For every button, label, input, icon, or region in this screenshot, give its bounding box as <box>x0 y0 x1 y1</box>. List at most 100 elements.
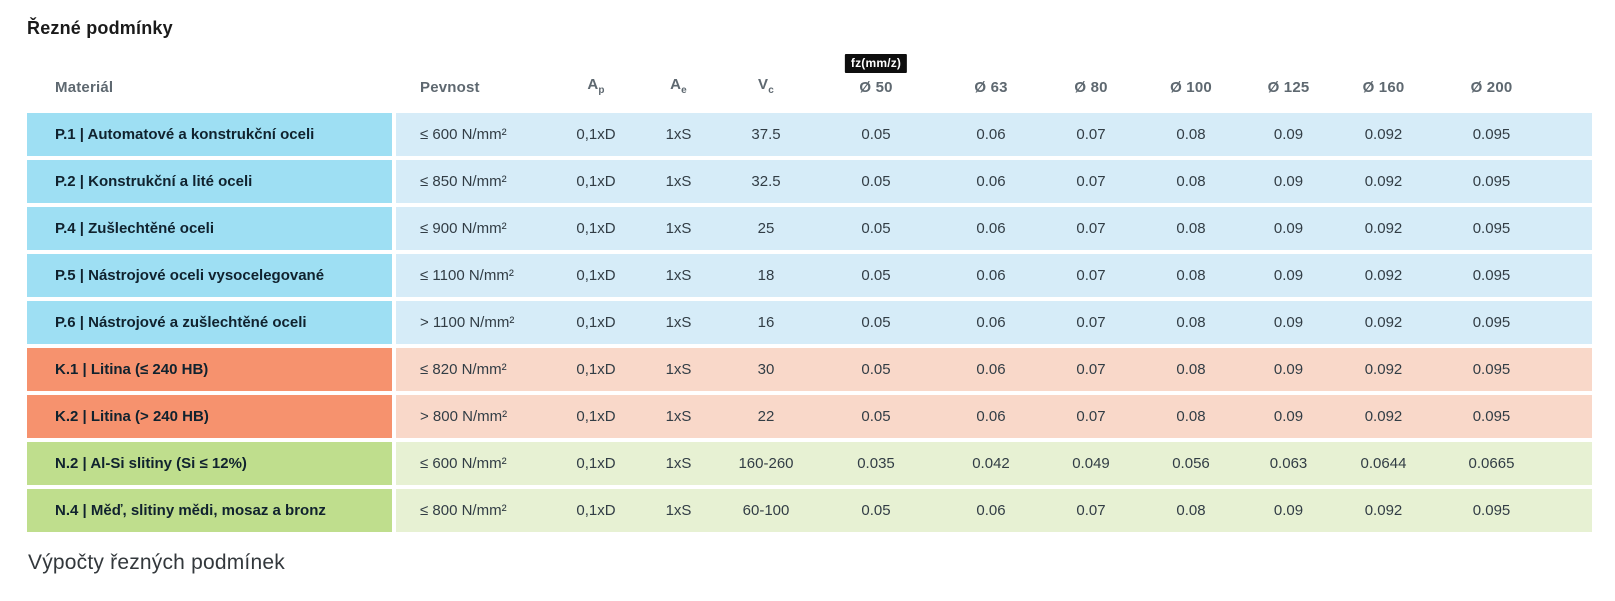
fz-d63-cell: 0.06 <box>941 113 1041 156</box>
fz-d50-cell: 0.05 <box>811 489 941 532</box>
header-subscript: c <box>768 85 774 96</box>
section-heading-calculations: Výpočty řezných podmínek <box>28 551 285 574</box>
fz-d100-cell: 0.056 <box>1141 442 1241 485</box>
ae-cell: 1xS <box>636 207 721 250</box>
ap-cell: 0,1xD <box>556 254 636 297</box>
ap-cell: 0,1xD <box>556 489 636 532</box>
fz-d160-cell: 0.092 <box>1336 160 1431 203</box>
fz-d100-cell: 0.08 <box>1141 301 1241 344</box>
fz-d125-cell: 0.09 <box>1241 489 1336 532</box>
fz-d63-cell: 0.06 <box>941 160 1041 203</box>
ae-cell: 1xS <box>636 348 721 391</box>
fz-d125-cell: 0.09 <box>1241 301 1336 344</box>
table-row: P.2 | Konstrukční a lité oceli ≤ 850 N/m… <box>27 160 1592 203</box>
pevnost-cell: > 800 N/mm² <box>396 395 556 438</box>
fz-d125-cell: 0.09 <box>1241 160 1336 203</box>
table-row: P.4 | Zušlechtěné oceli ≤ 900 N/mm² 0,1x… <box>27 207 1592 250</box>
fz-d100-cell: 0.08 <box>1141 489 1241 532</box>
ae-cell: 1xS <box>636 442 721 485</box>
fz-d63-cell: 0.06 <box>941 489 1041 532</box>
fz-d160-cell: 0.0644 <box>1336 442 1431 485</box>
material-cell: P.6 | Nástrojové a zušlechtěné oceli <box>27 301 396 344</box>
fz-d200-cell: 0.095 <box>1431 301 1592 344</box>
ap-cell: 0,1xD <box>556 160 636 203</box>
fz-d63-cell: 0.06 <box>941 254 1041 297</box>
fz-d63-cell: 0.06 <box>941 395 1041 438</box>
ap-cell: 0,1xD <box>556 113 636 156</box>
column-header-ae: Ae <box>636 43 721 109</box>
header-label: Ø 50 <box>859 79 893 96</box>
column-header-d200: Ø 200 <box>1470 79 1513 96</box>
ap-cell: 0,1xD <box>556 301 636 344</box>
pevnost-cell: ≤ 600 N/mm² <box>396 442 556 485</box>
pevnost-cell: ≤ 600 N/mm² <box>396 113 556 156</box>
header-subscript: p <box>598 85 605 96</box>
fz-d50-cell: 0.05 <box>811 254 941 297</box>
fz-d80-cell: 0.07 <box>1041 254 1141 297</box>
header-subscript: e <box>681 85 687 96</box>
material-cell: K.1 | Litina (≤ 240 HB) <box>27 348 396 391</box>
fz-d200-cell: 0.0665 <box>1431 442 1592 485</box>
pevnost-cell: ≤ 850 N/mm² <box>396 160 556 203</box>
fz-d80-cell: 0.07 <box>1041 160 1141 203</box>
fz-d50-cell: 0.05 <box>811 160 941 203</box>
column-header-d100: Ø 100 <box>1170 79 1212 96</box>
vc-cell: 160-260 <box>721 442 811 485</box>
vc-cell: 16 <box>721 301 811 344</box>
vc-cell: 60-100 <box>721 489 811 532</box>
table-row: N.2 | Al-Si slitiny (Si ≤ 12%) ≤ 600 N/m… <box>27 442 1592 485</box>
ap-cell: 0,1xD <box>556 395 636 438</box>
material-cell: N.4 | Měď, slitiny mědi, mosaz a bronz <box>27 489 396 532</box>
ae-cell: 1xS <box>636 301 721 344</box>
fz-d125-cell: 0.09 <box>1241 207 1336 250</box>
fz-d80-cell: 0.049 <box>1041 442 1141 485</box>
table-row: K.2 | Litina (> 240 HB) > 800 N/mm² 0,1x… <box>27 395 1592 438</box>
fz-d50-cell: 0.05 <box>811 301 941 344</box>
fz-d200-cell: 0.095 <box>1431 254 1592 297</box>
fz-d63-cell: 0.06 <box>941 207 1041 250</box>
fz-d160-cell: 0.092 <box>1336 113 1431 156</box>
fz-d125-cell: 0.09 <box>1241 348 1336 391</box>
table-body: P.1 | Automatové a konstrukční oceli ≤ 6… <box>27 113 1592 532</box>
pevnost-cell: ≤ 800 N/mm² <box>396 489 556 532</box>
ap-cell: 0,1xD <box>556 442 636 485</box>
fz-d50-cell: 0.05 <box>811 207 941 250</box>
fz-d100-cell: 0.08 <box>1141 348 1241 391</box>
fz-d160-cell: 0.092 <box>1336 207 1431 250</box>
table-row: K.1 | Litina (≤ 240 HB) ≤ 820 N/mm² 0,1x… <box>27 348 1592 391</box>
pevnost-cell: ≤ 900 N/mm² <box>396 207 556 250</box>
material-cell: P.4 | Zušlechtěné oceli <box>27 207 396 250</box>
table-row: P.5 | Nástrojové oceli vysocelegované ≤ … <box>27 254 1592 297</box>
fz-d50-cell: 0.05 <box>811 348 941 391</box>
fz-unit-badge: fz(mm/z) <box>844 54 908 73</box>
fz-d100-cell: 0.08 <box>1141 113 1241 156</box>
fz-d200-cell: 0.095 <box>1431 395 1592 438</box>
table-row: P.6 | Nástrojové a zušlechtěné oceli > 1… <box>27 301 1592 344</box>
pevnost-cell: ≤ 820 N/mm² <box>396 348 556 391</box>
ae-cell: 1xS <box>636 395 721 438</box>
fz-d160-cell: 0.092 <box>1336 395 1431 438</box>
fz-d200-cell: 0.095 <box>1431 489 1592 532</box>
ap-cell: 0,1xD <box>556 207 636 250</box>
fz-d200-cell: 0.095 <box>1431 207 1592 250</box>
fz-d80-cell: 0.07 <box>1041 207 1141 250</box>
column-header-d63: Ø 63 <box>974 79 1008 96</box>
fz-d125-cell: 0.09 <box>1241 113 1336 156</box>
fz-d200-cell: 0.095 <box>1431 160 1592 203</box>
ae-cell: 1xS <box>636 254 721 297</box>
fz-d100-cell: 0.08 <box>1141 254 1241 297</box>
fz-d80-cell: 0.07 <box>1041 301 1141 344</box>
vc-cell: 37.5 <box>721 113 811 156</box>
fz-d80-cell: 0.07 <box>1041 113 1141 156</box>
fz-d50-cell: 0.035 <box>811 442 941 485</box>
ae-cell: 1xS <box>636 160 721 203</box>
fz-d100-cell: 0.08 <box>1141 207 1241 250</box>
cutting-conditions-table: Materiál Pevnost Ap Ae Vc fz(mm/z) Ø 50 … <box>27 39 1592 536</box>
fz-d50-cell: 0.05 <box>811 113 941 156</box>
column-header-d125: Ø 125 <box>1267 79 1310 96</box>
header-label: V <box>758 76 769 93</box>
header-label: A <box>587 76 599 93</box>
column-header-d80: Ø 80 <box>1074 79 1108 96</box>
fz-d100-cell: 0.08 <box>1141 160 1241 203</box>
fz-d125-cell: 0.09 <box>1241 395 1336 438</box>
